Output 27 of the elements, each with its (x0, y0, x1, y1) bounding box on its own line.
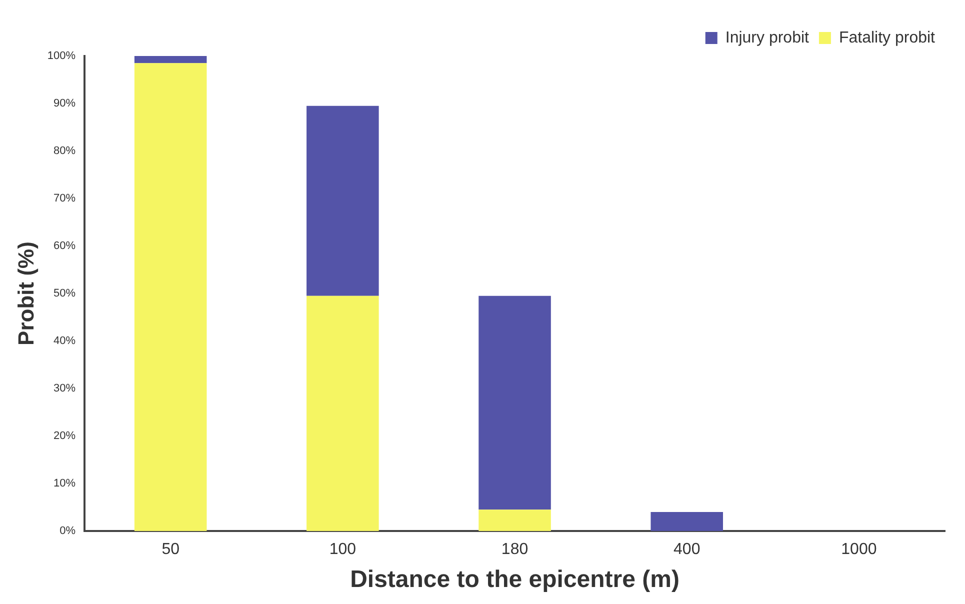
y-tick-label: 40% (54, 335, 76, 348)
bar (478, 296, 551, 510)
x-tick-label: 180 (501, 541, 528, 558)
y-tick-label: 10% (54, 478, 76, 490)
x-tick-label: 100 (329, 541, 356, 558)
bar (478, 510, 551, 531)
y-tick-label: 90% (54, 98, 76, 110)
x-tick-label: 1000 (841, 541, 877, 558)
y-tick-label: 60% (54, 240, 76, 252)
legend-label: Injury probit (725, 29, 810, 46)
bar (650, 512, 723, 531)
y-tick-label: 70% (54, 192, 76, 205)
y-tick-label: 20% (54, 430, 76, 442)
legend-label: Fatality probit (838, 29, 936, 46)
y-tick-label: 100% (47, 50, 76, 62)
bar (134, 56, 207, 64)
bar (134, 63, 207, 531)
x-tick-label: 400 (674, 541, 700, 558)
y-tick-label: 50% (54, 288, 76, 300)
y-tick-label: 80% (54, 145, 76, 158)
x-tick-label: 50 (162, 541, 180, 558)
y-tick-label: 30% (54, 382, 76, 395)
x-axis-title: Distance to the epicentre (m) (350, 566, 680, 594)
bar (306, 296, 379, 531)
y-tick-label: 0% (60, 525, 76, 538)
bar (306, 106, 379, 296)
y-axis-title: Probit (%) (13, 242, 38, 346)
